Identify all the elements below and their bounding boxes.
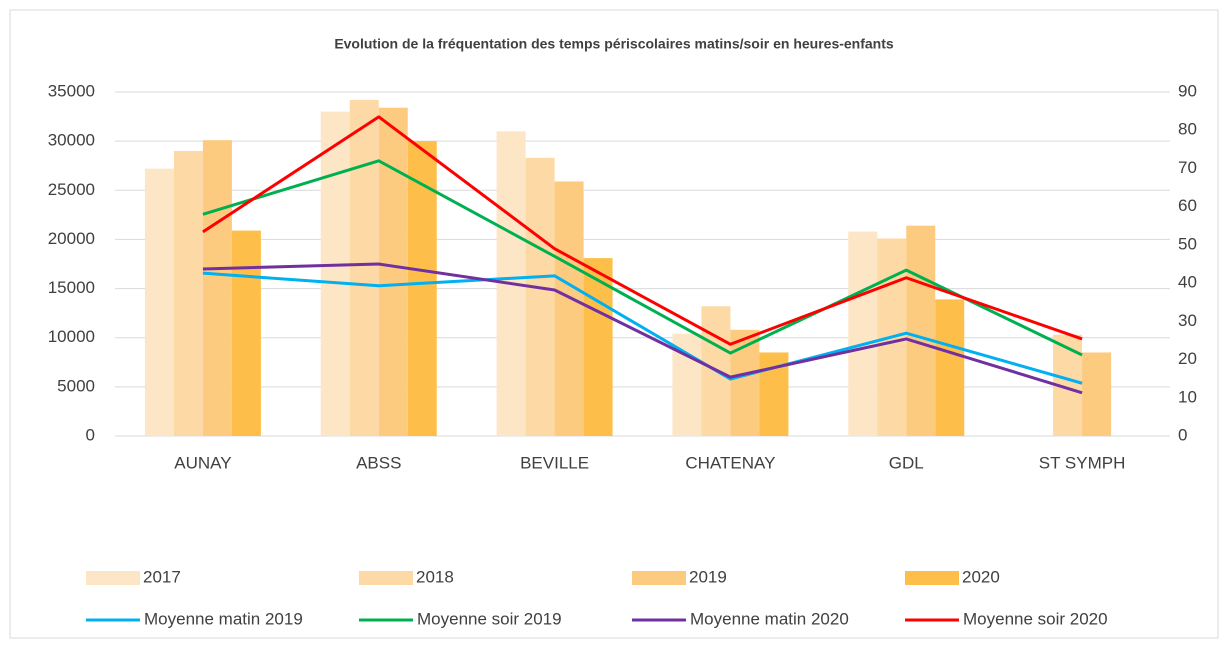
legend-label: Moyenne soir 2019	[417, 609, 562, 628]
bar	[378, 107, 408, 437]
y-tick-label: 25000	[48, 180, 95, 199]
legend-label: 2017	[143, 567, 181, 586]
y-tick-label: 35000	[48, 81, 95, 100]
legend-label: 2019	[689, 567, 727, 586]
bar	[320, 111, 350, 437]
line	[202, 115, 1083, 346]
line	[202, 262, 1083, 395]
bar	[173, 150, 203, 436]
x-tick-label: ST SYMPH	[1039, 453, 1126, 472]
legend-swatch	[632, 571, 686, 585]
y-tick-label: 10000	[48, 327, 95, 346]
y2-tick-label: 0	[1178, 425, 1187, 444]
bar	[144, 168, 174, 437]
y2-tick-label: 30	[1178, 311, 1197, 330]
x-tick-label: ABSS	[356, 453, 401, 472]
x-tick-label: GDL	[889, 453, 924, 472]
legend-swatch	[359, 571, 413, 585]
legend-swatch	[86, 571, 140, 585]
y-tick-label: 5000	[57, 376, 95, 395]
bar	[202, 140, 232, 436]
legend-label: 2020	[962, 567, 1000, 586]
y2-tick-label: 80	[1178, 120, 1197, 139]
y2-tick-label: 40	[1178, 273, 1197, 292]
bar	[349, 99, 379, 436]
y-tick-label: 0	[86, 425, 95, 444]
y2-tick-label: 10	[1178, 387, 1197, 406]
bar	[231, 230, 261, 436]
legend-swatch	[905, 571, 959, 585]
y2-tick-label: 90	[1178, 81, 1197, 100]
bar	[554, 181, 584, 436]
bar	[583, 258, 613, 436]
bar	[848, 231, 878, 436]
legend-label: 2018	[416, 567, 454, 586]
y2-tick-label: 20	[1178, 349, 1197, 368]
legend-label: Moyenne matin 2019	[144, 609, 303, 628]
x-tick-label: BEVILLE	[520, 453, 589, 472]
y2-tick-label: 70	[1178, 158, 1197, 177]
legend-label: Moyenne soir 2020	[963, 609, 1108, 628]
legend-label: Moyenne matin 2020	[690, 609, 849, 628]
y2-tick-label: 60	[1178, 196, 1197, 215]
y2-tick-label: 50	[1178, 234, 1197, 253]
bar	[525, 157, 555, 436]
y-tick-label: 15000	[48, 278, 95, 297]
line	[202, 271, 1083, 385]
line	[202, 159, 1083, 357]
bar	[1082, 352, 1112, 436]
y-tick-label: 30000	[48, 131, 95, 150]
chart-title: Evolution de la fréquentation des temps …	[334, 36, 894, 52]
x-tick-label: CHATENAY	[685, 453, 775, 472]
bar	[935, 299, 965, 436]
x-tick-label: AUNAY	[174, 453, 231, 472]
bar	[906, 225, 936, 436]
y-tick-label: 20000	[48, 229, 95, 248]
